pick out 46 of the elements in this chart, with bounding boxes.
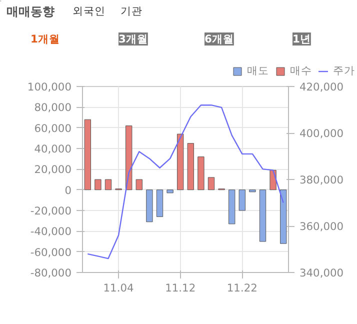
- y2-tick-label: 340,000: [300, 266, 344, 280]
- y2-tick-label: 380,000: [300, 174, 344, 186]
- bar: [238, 190, 246, 211]
- chart-title: 매매동향: [6, 4, 54, 18]
- x-tick-label: 11.22: [226, 282, 258, 294]
- bar: [280, 190, 287, 244]
- bar: [259, 190, 266, 242]
- y2-tick-label: 420,000: [300, 80, 344, 94]
- y-tick-label: 100,000: [27, 80, 72, 94]
- y-tick-label: -80,000: [30, 266, 72, 280]
- y-tick-label: 80,000: [34, 101, 72, 114]
- legend-label: 매도: [247, 64, 269, 78]
- y2-tick-label: 360,000: [300, 220, 344, 233]
- bar: [177, 134, 184, 190]
- bar: [146, 190, 153, 222]
- text: 1개월: [30, 32, 60, 46]
- bar: [156, 190, 164, 217]
- legend-label: 매수: [290, 64, 312, 78]
- bar: [249, 190, 256, 192]
- text: 1년: [292, 32, 311, 46]
- x-tick-label: 11.12: [165, 282, 196, 294]
- y-tick-label: -20,000: [30, 204, 72, 218]
- bar: [136, 179, 142, 190]
- bar: [84, 119, 91, 190]
- bar: [104, 179, 112, 190]
- text: 외국인: [72, 4, 106, 18]
- y-tick-label: -40,000: [30, 225, 72, 238]
- bar: [208, 177, 215, 190]
- line-series: [87, 104, 284, 260]
- bar: [94, 179, 102, 190]
- y-tick-label: -60,000: [30, 246, 72, 259]
- bar: [187, 143, 194, 190]
- bar: [166, 190, 174, 194]
- bar: [198, 156, 204, 190]
- text: 기관: [120, 4, 142, 18]
- x-tick-label: 11.04: [103, 282, 134, 294]
- y-tick-label: 0: [64, 184, 72, 197]
- legend-label: 주가: [333, 64, 355, 78]
- y2-tick-label: 400,000: [300, 127, 344, 140]
- y-tick-label: 40,000: [34, 142, 72, 156]
- text: 6개월: [204, 32, 234, 46]
- bar: [126, 126, 132, 190]
- y-tick-label: 60,000: [34, 122, 72, 135]
- bar: [228, 190, 236, 224]
- text: 3개월: [118, 32, 148, 46]
- y-tick-label: 20,000: [34, 163, 72, 176]
